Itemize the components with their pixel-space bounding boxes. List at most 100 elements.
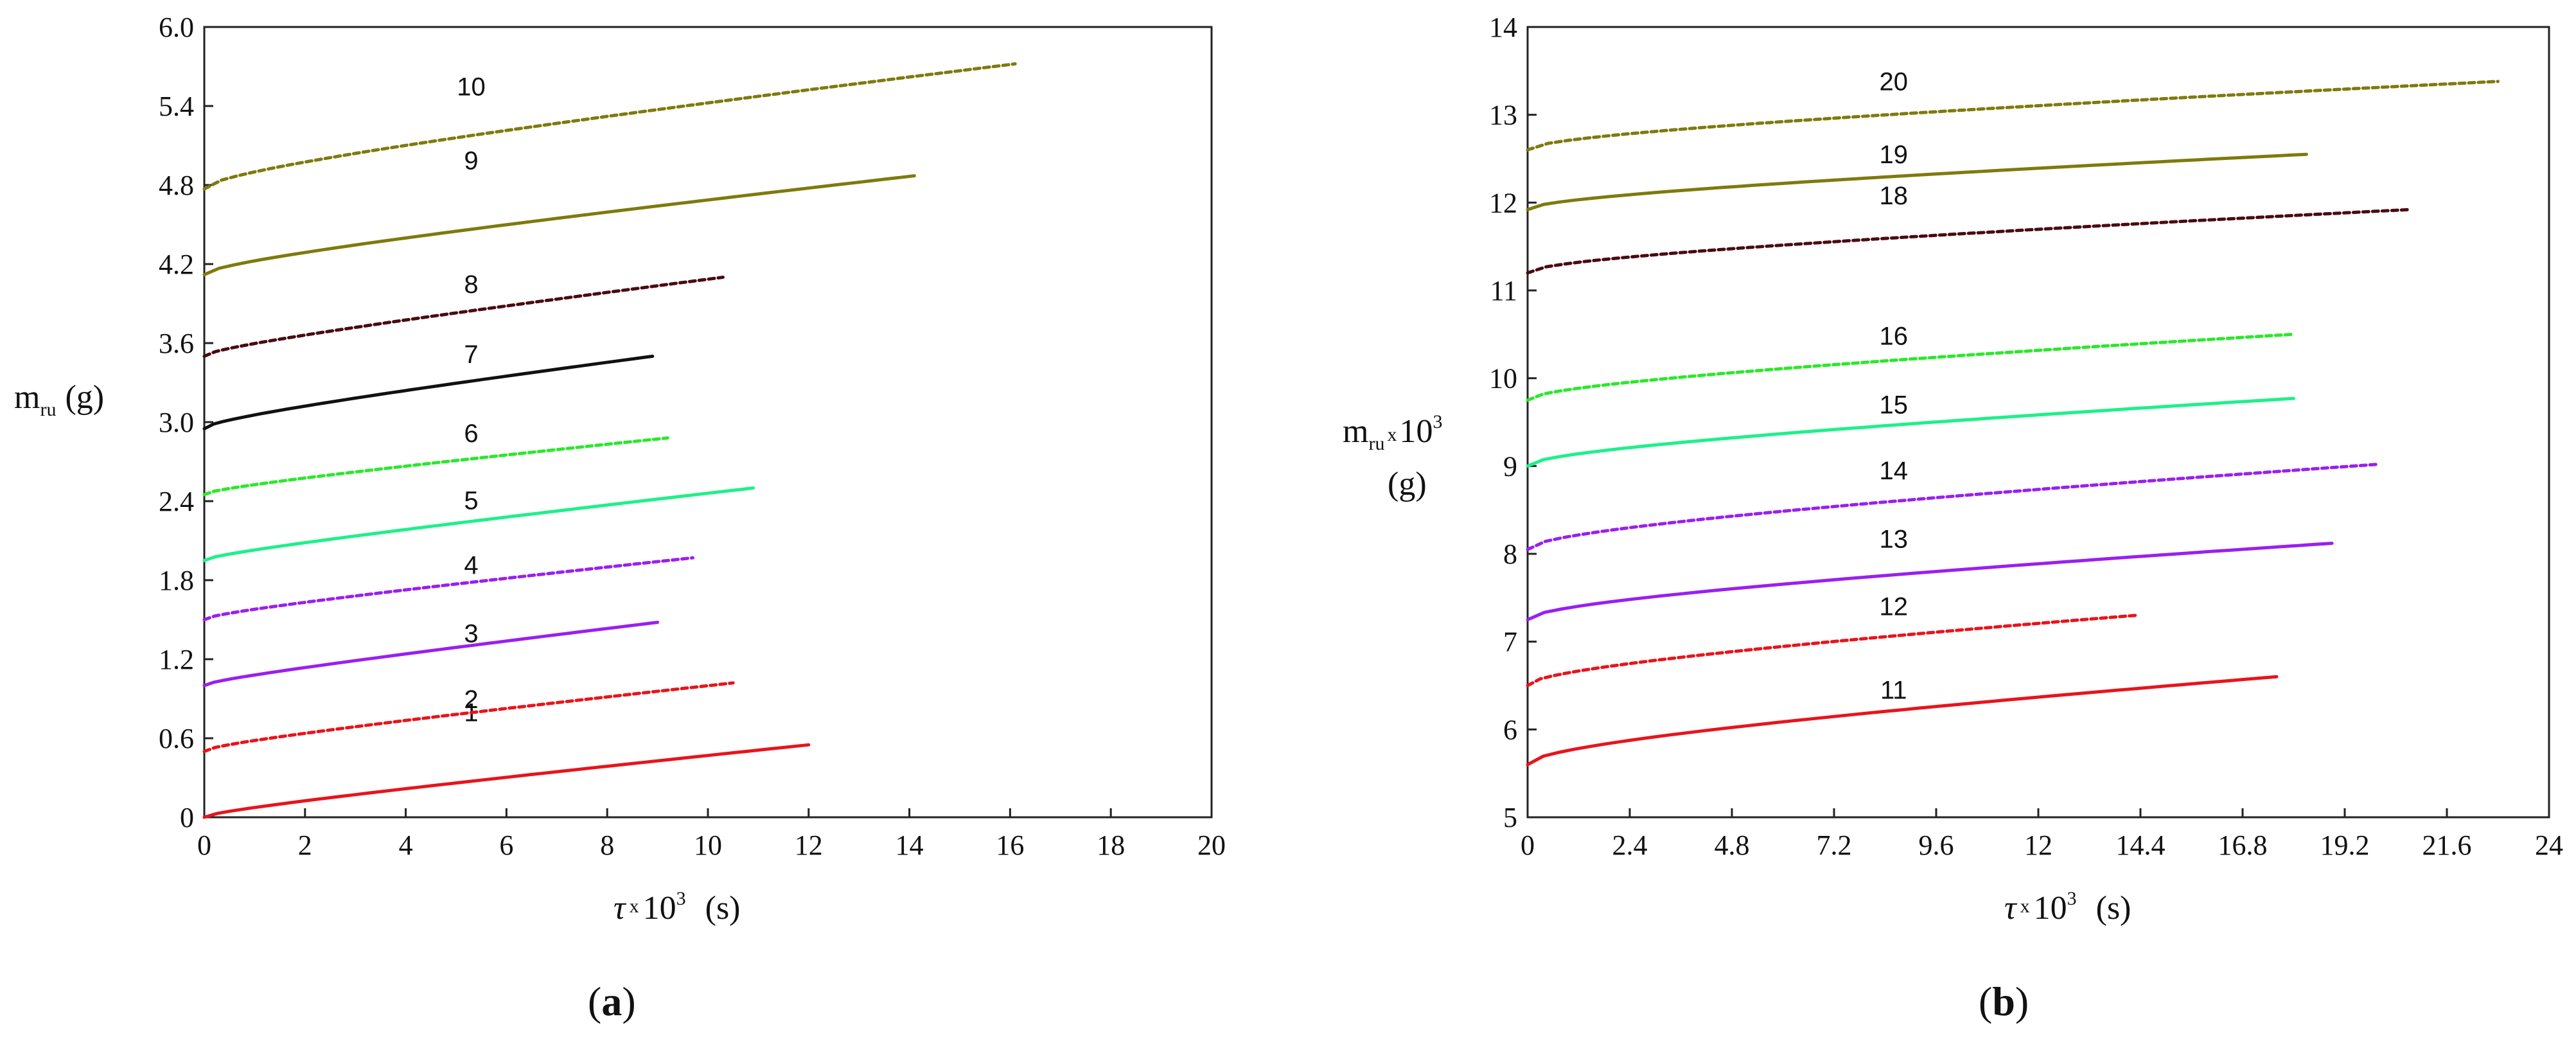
panel-b-x-exponent: 3 [2067,888,2077,909]
x-tick-label: 9.6 [1919,829,1954,861]
series-line-14 [1526,463,2381,551]
series-line-7 [202,355,655,430]
x-tick-label: 10 [694,829,722,861]
panel-a-x-unit: (s) [705,890,741,926]
series-label-4: 4 [464,551,478,580]
series-line-16 [1526,332,2295,402]
panel-a: 0 2 4 6 8 10 12 14 16 18 20 0 0.6 1.2 1.8 2.4 3.0 3.6 4.2… [14,12,1226,1024]
series-line-18 [1526,208,2410,275]
series-label-12: 12 [1880,593,1909,621]
x-tick-label: 16.8 [2218,829,2268,861]
series-line-3 [202,621,660,687]
panel-b-caption-open: ( [1979,979,1992,1024]
panel-a-x-axis-title: τ x 103 (s) [613,888,741,926]
x-tick-label: 24 [2535,829,2563,861]
panel-a-y-main: m [14,379,40,416]
y-tick-label: 0 [180,802,194,833]
x-tick-label: 18 [1097,829,1125,861]
x-tick-label: 8 [600,829,614,861]
x-tick-label: 19.2 [2320,829,2370,861]
panel-a-x-ticks: 0 2 4 6 8 10 12 14 16 18 20 [197,808,1226,861]
series-line-20 [1526,80,2500,152]
y-tick-label: 6 [1503,714,1517,745]
panel-b-y-exponent: 3 [1433,411,1442,432]
x-tick-label: 6 [499,829,513,861]
series-label-3: 3 [464,619,478,648]
panel-b-caption: (b) [1979,979,2029,1024]
panel-a-x-exponent: 3 [676,888,686,909]
series-line-13 [1526,542,2334,621]
y-tick-label: 1.2 [159,644,194,675]
series-label-8: 8 [464,270,478,299]
y-tick-label: 11 [1490,275,1517,306]
y-tick-label: 5.4 [159,91,194,122]
panel-b-y-axis-title-line1: mru x103 [1343,411,1442,454]
series-label-20: 20 [1880,67,1909,96]
panel-a-x-base: 10 [643,890,676,926]
panel-b-y-sub: ru [1368,433,1384,454]
panel-a-y-sub: ru [40,399,56,420]
y-tick-label: 3.6 [159,328,194,359]
panel-b-x-unit: (s) [2096,890,2131,926]
series-label-16: 16 [1880,323,1909,351]
series-line-10 [202,62,1017,191]
y-tick-label: 5 [1503,802,1517,833]
y-tick-label: 4.8 [159,170,194,201]
series-line-4 [202,556,694,621]
y-tick-label: 4.2 [159,249,194,280]
panel-b-y-ticks: 5 6 7 8 9 10 11 12 13 14 [1489,12,1537,833]
y-tick-label: 12 [1489,187,1517,218]
x-tick-label: 2.4 [1612,829,1648,861]
series-label-18: 18 [1880,182,1909,210]
series-label-2: 2 [464,686,478,714]
series-label-9: 9 [464,146,478,175]
series-label-11: 11 [1880,677,1907,705]
y-tick-label: 10 [1489,363,1517,394]
x-tick-label: 4.8 [1715,829,1750,861]
panel-a-caption-close: ) [622,979,635,1024]
series-line-12 [1526,614,2138,687]
y-tick-label: 0.6 [159,723,194,754]
x-tick-label: 12 [2024,829,2052,861]
series-label-7: 7 [464,341,478,369]
y-tick-label: 1.8 [159,565,194,596]
series-line-8 [202,276,725,358]
x-tick-label: 21.6 [2422,829,2472,861]
panel-a-caption-letter: a [601,979,622,1024]
series-line-1 [202,743,811,819]
y-tick-label: 9 [1503,450,1517,482]
panel-a-plot-frame [203,26,1213,819]
series-line-9 [202,174,916,276]
panel-b-x-axis-title: τ x 103 (s) [2004,888,2131,926]
panel-b-y-base: 10 [1399,413,1433,450]
panel-b: 0 2.4 4.8 7.2 9.6 12 14.4 16.8 19.2 21.6 24 567891… [1343,12,2563,1024]
x-tick-label: 0 [1521,829,1535,861]
y-tick-label: 8 [1503,538,1517,570]
series-label-5: 5 [464,486,478,515]
panel-b-y-main: m [1343,413,1368,450]
panel-a-x-times: x [630,896,639,917]
panel-a-caption: (a) [588,979,636,1024]
series-line-5 [202,486,755,562]
series-label-6: 6 [464,420,478,448]
panel-a-caption-open: ( [588,979,601,1024]
x-tick-label: 14.4 [2116,829,2166,861]
series-line-15 [1526,396,2295,468]
panel-b-x-times: x [2020,896,2030,917]
series-label-15: 15 [1880,391,1909,419]
series-line-6 [202,436,669,497]
series-label-14: 14 [1880,457,1909,485]
series-line-11 [1526,675,2279,767]
x-tick-label: 14 [895,829,924,861]
panel-b-y-times: x [1387,424,1397,445]
x-tick-label: 20 [1197,829,1226,861]
y-tick-label: 7 [1503,626,1517,658]
series-line-19 [1526,152,2308,211]
x-tick-label: 2 [298,829,312,861]
y-tick-label: 14 [1489,12,1517,43]
panel-b-caption-close: ) [2015,979,2029,1024]
panel-a-y-ticks: 0 0.6 1.2 1.8 2.4 3.0 3.6 4.2 4.8 5.4 6.0 [159,12,213,833]
y-tick-label: 6.0 [159,12,194,43]
panel-b-x-ticks: 0 2.4 4.8 7.2 9.6 12 14.4 16.8 19.2 21.6 24 [1521,808,2563,861]
